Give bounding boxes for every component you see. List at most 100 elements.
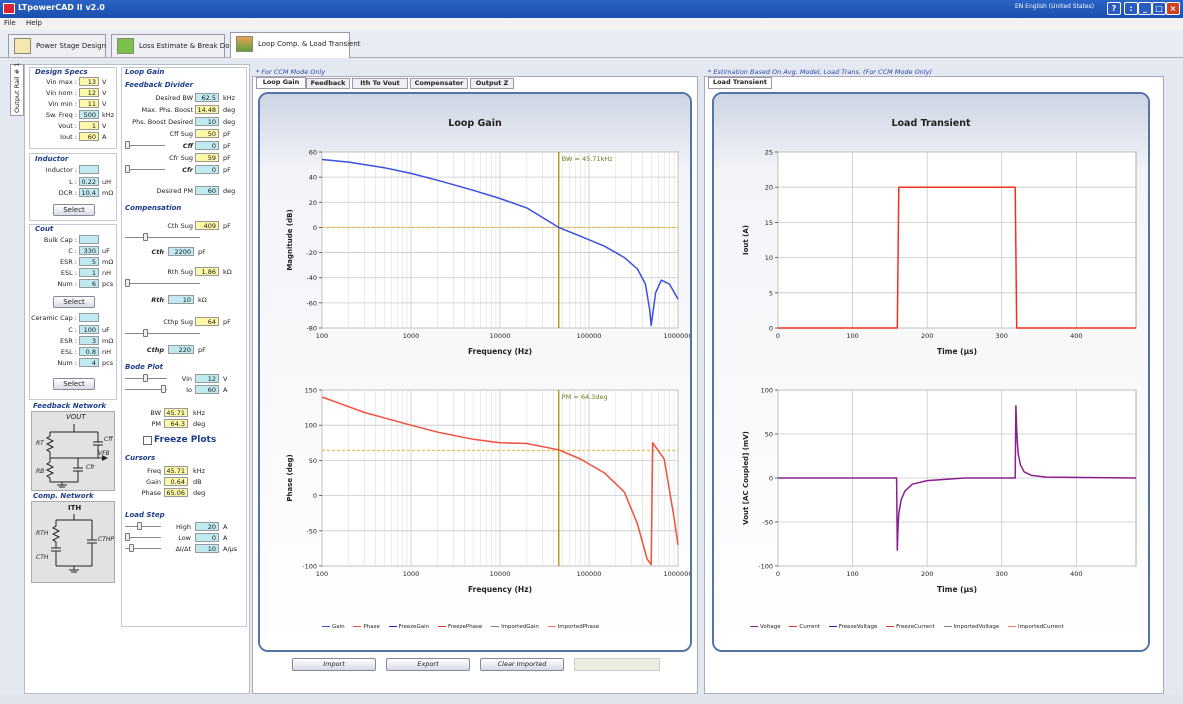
- series-line-current: [778, 186, 1136, 329]
- bode-vin-value[interactable]: 12: [195, 374, 219, 383]
- comp-param-label: Cth: [151, 248, 164, 256]
- ceramic-param-label: ESR :: [59, 337, 77, 345]
- legend-swatch: [322, 626, 330, 627]
- cth-slider[interactable]: [125, 233, 200, 241]
- bulk-cap-part-field[interactable]: [79, 235, 99, 244]
- maximize-button[interactable]: □: [1152, 2, 1166, 15]
- ceramic-param-label: C :: [68, 326, 77, 334]
- inductor-part-field[interactable]: [79, 165, 99, 174]
- comp-param-unit: pF: [223, 318, 231, 326]
- fb-param-unit: deg: [223, 187, 236, 195]
- menu-help[interactable]: Help: [25, 19, 42, 27]
- tab-loss-estimate[interactable]: Loss Estimate & Break Down: [111, 34, 240, 57]
- load-step-label: High: [176, 523, 191, 531]
- y-tick-label: 60: [309, 149, 317, 157]
- y-tick-label: 25: [765, 149, 773, 157]
- io-slider[interactable]: [125, 385, 167, 393]
- bulk-c-value[interactable]: 330: [79, 246, 99, 255]
- settings-button[interactable]: :: [1124, 2, 1138, 15]
- bode-param-label: Vin: [181, 375, 192, 383]
- close-button[interactable]: ×: [1166, 2, 1180, 15]
- inductance-value[interactable]: 0.22: [79, 177, 99, 186]
- bulk-esl-value[interactable]: 1: [79, 268, 99, 277]
- slew-rate-slider[interactable]: [125, 544, 161, 552]
- ceramic-esl-value[interactable]: 0.8: [79, 347, 99, 356]
- inductor-select-button[interactable]: Select: [53, 204, 95, 216]
- vout-value[interactable]: 1: [79, 121, 99, 130]
- x-tick-label: 1000000: [664, 570, 692, 578]
- load-low-slider[interactable]: [125, 533, 161, 541]
- export-button[interactable]: Export: [386, 658, 470, 671]
- loop-gain-legend: Gain Phase FreezeGain FreezePhase Import…: [322, 624, 606, 630]
- subtab-compensator[interactable]: Compensator: [410, 78, 468, 89]
- freeze-plots-checkbox[interactable]: [143, 436, 152, 445]
- y-tick-label: 50: [765, 431, 773, 439]
- ceramic-esr-value[interactable]: 3: [79, 336, 99, 345]
- spec-unit: A: [102, 133, 107, 141]
- cth-value[interactable]: 2200: [168, 247, 194, 256]
- ceramic-cap-part-field[interactable]: [79, 313, 99, 322]
- cfr-value[interactable]: 0: [195, 165, 219, 174]
- desired-bw-value[interactable]: 62.5: [195, 93, 219, 102]
- phase-boost-desired-value[interactable]: 10: [195, 117, 219, 126]
- clear-imported-button[interactable]: Clear Imported: [480, 658, 564, 671]
- rth-value[interactable]: 10: [168, 295, 194, 304]
- tab-power-stage-design[interactable]: Power Stage Design: [8, 34, 106, 57]
- bulk-param-unit: nH: [102, 269, 112, 277]
- cthp-slider[interactable]: [125, 329, 200, 337]
- subtab-feedback[interactable]: Feedback: [306, 78, 350, 89]
- language-indicator[interactable]: EN English (United States): [1015, 3, 1095, 10]
- bulk-param-label: ESR :: [59, 258, 77, 266]
- subtab-load-transient[interactable]: Load Transient: [708, 77, 772, 89]
- minimize-button[interactable]: _: [1138, 2, 1152, 15]
- subtab-ith-to-vout[interactable]: Ith To Vout: [352, 78, 408, 89]
- x-axis-title: Time (µs): [937, 585, 977, 594]
- rth-slider[interactable]: [125, 279, 200, 287]
- max-phase-boost-value: 14.48: [195, 105, 219, 114]
- output-rail-tab[interactable]: Output Rail # 1: [10, 63, 24, 116]
- ceramic-c-value[interactable]: 100: [79, 325, 99, 334]
- cthp-value[interactable]: 220: [168, 345, 194, 354]
- load-high-slider[interactable]: [125, 522, 161, 530]
- vin-nom-value[interactable]: 12: [79, 88, 99, 97]
- ceramic-cap-select-button[interactable]: Select: [53, 378, 95, 390]
- cout-section: [29, 224, 117, 400]
- desired-pm-value[interactable]: 60: [195, 186, 219, 195]
- cursors-title: Cursors: [125, 454, 156, 462]
- load-high-value[interactable]: 20: [195, 522, 219, 531]
- tab-loop-comp-load-transient[interactable]: Loop Comp. & Load Transient: [230, 32, 361, 58]
- subtab-output-z[interactable]: Output Z: [470, 78, 514, 89]
- import-button[interactable]: Import: [292, 658, 376, 671]
- loop-gain-card: Loop Gain 100 1000 10000 100000 1000000 -80 -6…: [258, 92, 692, 652]
- vin-slider[interactable]: [125, 374, 167, 382]
- inductor-title: Inductor: [35, 155, 69, 163]
- series-line-phase: [321, 396, 679, 566]
- bulk-cap-select-button[interactable]: Select: [53, 296, 95, 308]
- cff-slider[interactable]: [125, 141, 165, 149]
- x-axis-title: Frequency (Hz): [468, 347, 532, 356]
- ceramic-param-unit: pcs: [102, 359, 114, 367]
- vfb-label: VFB: [98, 450, 110, 457]
- bulk-param-label: Num :: [57, 280, 77, 288]
- iout-value[interactable]: 60: [79, 132, 99, 141]
- ceramic-num-value[interactable]: 4: [79, 358, 99, 367]
- legend-item: ImportedGain: [491, 624, 539, 630]
- vin-min-value[interactable]: 11: [79, 99, 99, 108]
- legend-item: ImportedPhase: [547, 624, 599, 630]
- subtab-loop-gain[interactable]: Loop Gain: [256, 77, 306, 89]
- cfr-slider[interactable]: [125, 165, 165, 173]
- sw-freq-value[interactable]: 500: [79, 110, 99, 119]
- bode-plot-title: Bode Plot: [125, 363, 164, 371]
- slew-rate-value[interactable]: 10: [195, 544, 219, 553]
- comp-param-unit: pF: [198, 346, 206, 354]
- bulk-esr-value[interactable]: 5: [79, 257, 99, 266]
- help-button[interactable]: ?: [1107, 2, 1121, 15]
- dcr-value[interactable]: 10.4: [79, 188, 99, 197]
- cff-value[interactable]: 0: [195, 141, 219, 150]
- bode-io-value[interactable]: 60: [195, 385, 219, 394]
- load-low-value[interactable]: 0: [195, 533, 219, 542]
- vin-max-value[interactable]: 13: [79, 77, 99, 86]
- menu-file[interactable]: File: [4, 19, 16, 27]
- bulk-num-value[interactable]: 6: [79, 279, 99, 288]
- load-transient-card: Load Transient 0 100 200 300 400 0 5 10 15 20 25 Ti…: [712, 92, 1150, 652]
